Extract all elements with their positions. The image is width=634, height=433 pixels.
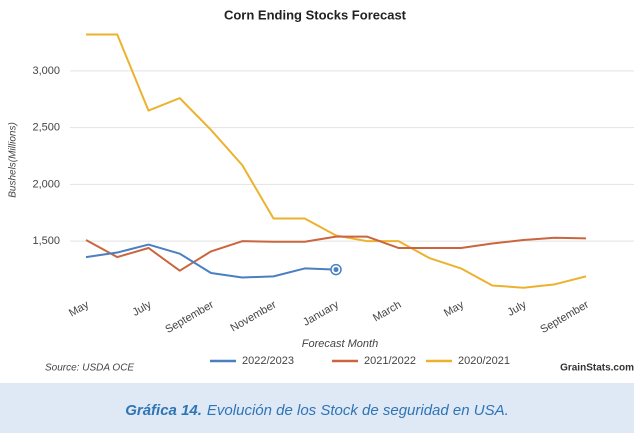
series-line: [85, 243, 337, 279]
series-line: [86, 33, 587, 289]
caption-text: Evolución de los Stock de seguridad en U…: [207, 402, 509, 419]
caption-label: Gráfica 14.: [125, 402, 202, 419]
chart-title: Corn Ending Stocks Forecast: [224, 7, 407, 22]
credit: GrainStats.com: [560, 363, 634, 374]
y-tick-label: 2,000: [32, 178, 60, 190]
y-tick-label: 2,500: [32, 122, 60, 134]
caption: Gráfica 14. Evolución de los Stock de seg…: [125, 402, 509, 419]
source: Source: USDA OCE: [45, 363, 134, 374]
end-marker-dot: [333, 267, 339, 273]
legend-label: 2021/2022: [364, 355, 416, 367]
y-axis-label: Bushels(Millions): [8, 122, 19, 198]
x-axis-label: Forecast Month: [302, 338, 378, 350]
legend-label: 2020/2021: [458, 355, 510, 367]
chart-panel: [0, 0, 634, 383]
legend-label: 2022/2023: [242, 355, 294, 367]
series-line: [85, 235, 587, 272]
y-tick-label: 3,000: [32, 65, 60, 77]
y-tick-label: 1,500: [32, 235, 60, 247]
